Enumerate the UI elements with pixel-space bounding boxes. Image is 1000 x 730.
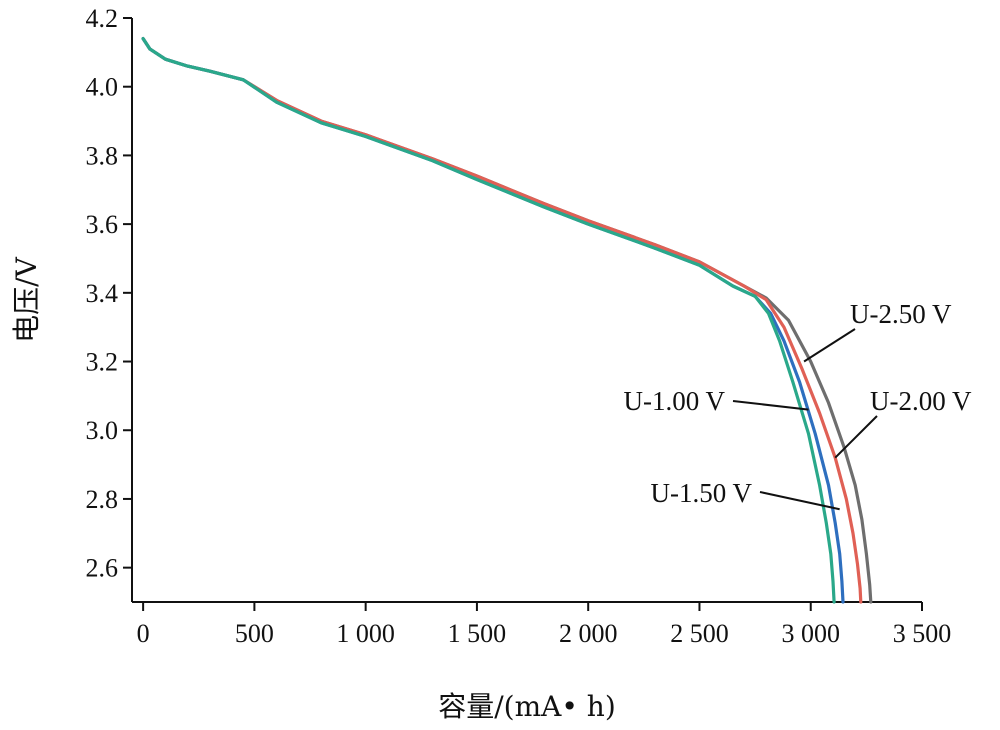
annotation-leader-line	[732, 400, 809, 411]
y-tick-label: 3.4	[86, 279, 119, 308]
axes	[131, 18, 922, 603]
annotation-leader-line	[803, 328, 856, 363]
x-ticks: 0 500 1 000 1 500 2 000 2 500 3 000 3 500	[137, 602, 952, 648]
x-tick-label: 3 000	[781, 619, 840, 648]
y-tick-label: 3.8	[86, 141, 119, 170]
series-line-u-2-00-v	[141, 37, 863, 604]
y-axis-title: 电压/V	[10, 256, 43, 342]
y-tick-label: 2.8	[86, 485, 119, 514]
annotation-leader-line	[834, 415, 878, 459]
y-tick-label: 4.0	[86, 73, 119, 102]
y-tick-label: 3.6	[86, 210, 119, 239]
y-tick-label: 4.2	[86, 4, 119, 33]
x-tick-label: 2 500	[670, 619, 729, 648]
annotation-label: U-1.00 V	[623, 386, 725, 416]
annotation-label: U-2.50 V	[850, 299, 952, 329]
x-tick-label: 1 500	[448, 619, 507, 648]
x-tick-label: 3 500	[893, 619, 952, 648]
annotation-leader-line	[759, 491, 840, 511]
y-ticks: 2.6 2.8 3.0 3.2 3.4 3.6 3.8 4.0 4.2	[86, 4, 132, 583]
x-tick-label: 2 000	[559, 619, 618, 648]
x-axis-title: 容量/(mA• h)	[438, 690, 616, 723]
y-tick-label: 3.2	[86, 348, 119, 377]
annotation-label: U-1.50 V	[650, 478, 752, 508]
x-tick-label: 1 000	[336, 619, 395, 648]
y-tick-label: 2.6	[86, 554, 119, 583]
series-line-u-1-00-v	[141, 37, 845, 604]
series-group	[141, 37, 873, 604]
x-tick-label: 0	[137, 619, 150, 648]
x-tick-label: 500	[235, 619, 274, 648]
series-line-u-1-50-v	[141, 37, 836, 604]
annotation-label: U-2.00 V	[870, 386, 972, 416]
y-tick-label: 3.0	[86, 416, 119, 445]
series-line-u-2-50-v	[141, 37, 873, 604]
annotation-group: U-2.50 V U-2.00 V U-1.00 V U-1.50 V	[623, 299, 972, 511]
